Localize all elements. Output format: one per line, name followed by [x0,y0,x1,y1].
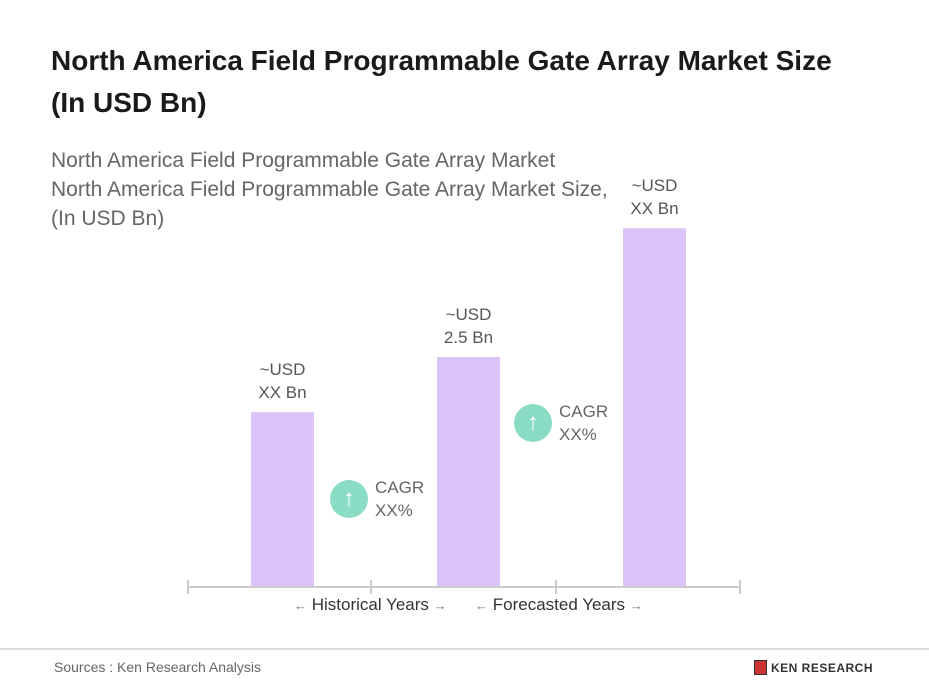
ken-research-logo: KEN RESEARCH [754,660,873,675]
bar-data-label: ~USD XX Bn [233,358,333,404]
data-label-value: XX Bn [630,199,679,219]
data-label-prefix: ~USD [631,176,678,196]
bar-1 [251,412,314,587]
historical-years-label: ← Historical Years → [294,595,447,615]
cagr-value: XX% [559,425,597,444]
arrow-up-icon: ↑ [514,404,552,442]
arrow-left-icon: ← [475,598,488,613]
source-note: Sources : Ken Research Analysis [54,659,261,675]
page-title: North America Field Programmable Gate Ar… [51,45,832,118]
cagr-value: XX% [375,501,413,520]
bar-data-label: ~USD 2.5 Bn [419,303,519,349]
logo-text: KEN RESEARCH [771,660,874,675]
data-label-prefix: ~USD [259,360,306,380]
bar-2 [437,357,500,587]
data-label-value: XX Bn [258,383,307,403]
cagr-annotation-1: ↑ CAGR XX% [330,476,424,522]
logo-mark-icon [754,660,767,675]
period-label: Forecasted Years [492,595,626,614]
chart-subtitle: North America Field Programmable Gate Ar… [51,149,608,230]
arrow-right-icon: → [433,598,447,613]
cagr-annotation-2: ↑ CAGR XX% [514,400,608,446]
footer-divider [0,648,929,650]
forecasted-years-label: ← Forecasted Years → [475,595,643,615]
cagr-label: CAGR [559,402,609,421]
bar-3 [623,228,686,587]
arrow-left-icon: ← [294,598,307,613]
period-label: Historical Years [311,595,429,614]
data-label-value: 2.5 Bn [443,328,494,347]
data-label-prefix: ~USD [445,305,492,324]
arrow-up-icon: ↑ [330,480,368,518]
cagr-label: CAGR [375,478,425,497]
arrow-right-icon: → [629,598,643,613]
bar-data-label: ~USD XX Bn [605,174,705,220]
